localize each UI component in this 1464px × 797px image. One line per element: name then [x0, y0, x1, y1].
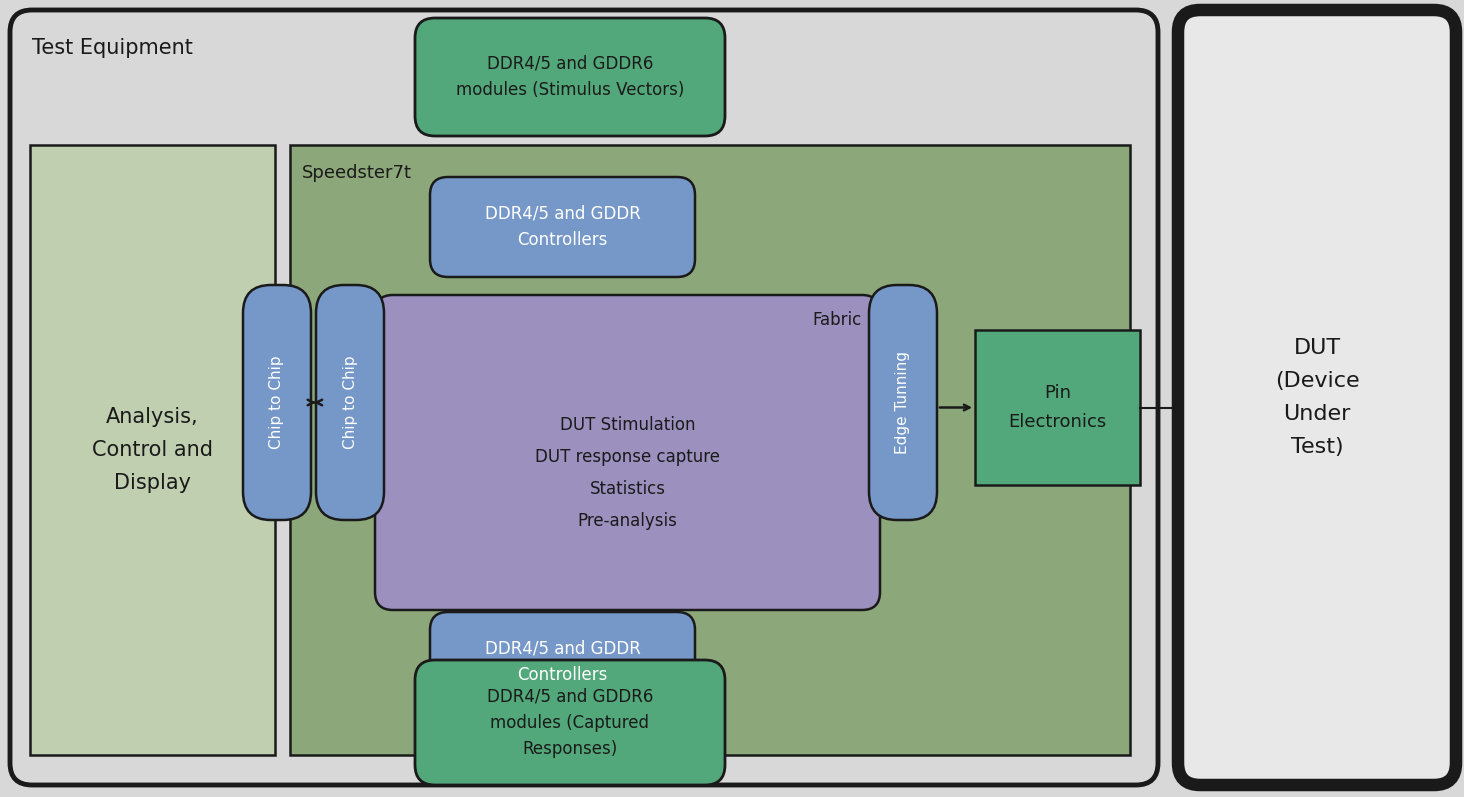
Text: DDR4/5 and GDDR
Controllers: DDR4/5 and GDDR Controllers: [485, 640, 640, 684]
Bar: [975, 330, 1140, 485]
FancyBboxPatch shape: [375, 295, 880, 610]
Bar: [290, 145, 1130, 755]
Text: Chip to Chip: Chip to Chip: [269, 355, 284, 450]
FancyBboxPatch shape: [316, 285, 384, 520]
Text: Pin
Electronics: Pin Electronics: [1009, 384, 1107, 431]
Text: DDR4/5 and GDDR6
modules (Stimulus Vectors): DDR4/5 and GDDR6 modules (Stimulus Vecto…: [455, 55, 684, 99]
Text: Analysis,
Control and
Display: Analysis, Control and Display: [92, 407, 212, 493]
Text: DDR4/5 and GDDR
Controllers: DDR4/5 and GDDR Controllers: [485, 205, 640, 249]
Text: DUT
(Device
Under
Test): DUT (Device Under Test): [1275, 338, 1359, 457]
FancyBboxPatch shape: [414, 660, 725, 785]
Text: Chip to Chip: Chip to Chip: [343, 355, 357, 450]
Text: DDR4/5 and GDDR6
modules (Captured
Responses): DDR4/5 and GDDR6 modules (Captured Respo…: [488, 687, 653, 758]
FancyBboxPatch shape: [243, 285, 310, 520]
Text: Speedster7t: Speedster7t: [302, 164, 411, 182]
FancyBboxPatch shape: [430, 612, 695, 712]
Text: Test Equipment: Test Equipment: [32, 38, 193, 58]
FancyBboxPatch shape: [10, 10, 1158, 785]
FancyBboxPatch shape: [1179, 10, 1457, 785]
FancyBboxPatch shape: [414, 18, 725, 136]
Text: Fabric: Fabric: [813, 311, 862, 329]
Text: DUT Stimulation
DUT response capture
Statistics
Pre-analysis: DUT Stimulation DUT response capture Sta…: [534, 415, 720, 529]
FancyBboxPatch shape: [430, 177, 695, 277]
FancyBboxPatch shape: [870, 285, 937, 520]
Bar: [29, 145, 275, 755]
Text: Edge Tunning: Edge Tunning: [896, 351, 911, 454]
